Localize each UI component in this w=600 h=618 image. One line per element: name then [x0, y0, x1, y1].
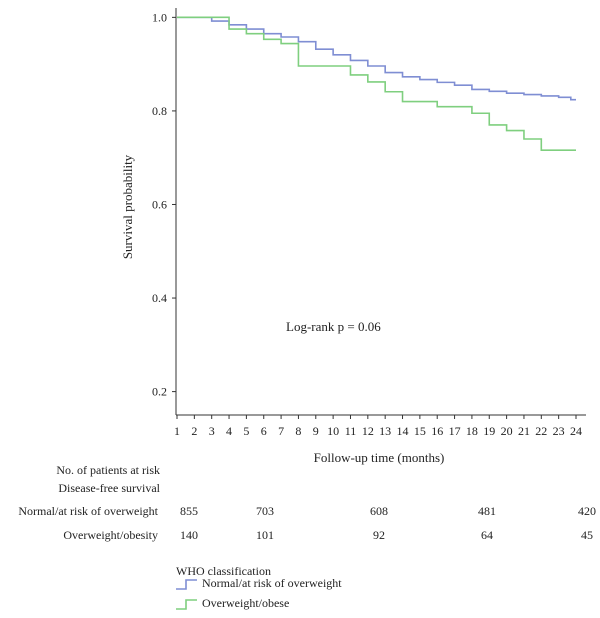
legend-title: WHO classification	[176, 564, 271, 578]
x-tick-label: 11	[345, 424, 357, 438]
risk-row-label: Overweight/obesity	[63, 528, 158, 542]
x-tick-label: 21	[518, 424, 530, 438]
y-tick-label: 1.0	[152, 10, 167, 24]
plot-axes: 0.20.40.60.81.01 2 3 4 5 6 7 8 9 10 11 12 13 14 15 16 17…	[152, 8, 586, 438]
x-tick-label: 14	[397, 424, 409, 438]
x-tick-label: 19	[483, 424, 495, 438]
risk-count: 45	[581, 528, 593, 542]
x-tick-label: 6	[261, 424, 267, 438]
y-tick-label: 0.6	[152, 197, 167, 211]
risk-table-subtitle: Disease-free survival	[58, 481, 160, 495]
legend-label: Normal/at risk of overweight	[202, 576, 342, 590]
risk-count: 64	[481, 528, 493, 542]
risk-row-label: Normal/at risk of overweight	[18, 504, 158, 518]
legend: WHO classification Normal/at risk of ove…	[176, 564, 342, 610]
risk-count: 92	[373, 528, 385, 542]
x-tick-label: 2	[191, 424, 197, 438]
survival-curve-2	[177, 16, 576, 152]
survival-curves	[177, 16, 576, 152]
x-tick-label: 16	[431, 424, 443, 438]
x-tick-label: 17	[449, 424, 461, 438]
x-tick-label: 10	[327, 424, 339, 438]
legend-swatch	[176, 579, 197, 590]
x-tick-label: 23	[553, 424, 565, 438]
risk-table: No. of patients at risk Disease-free sur…	[18, 463, 596, 542]
x-tick-label: 18	[466, 424, 478, 438]
x-tick-label: 24	[570, 424, 582, 438]
x-axis-label: Follow-up time (months)	[314, 450, 445, 465]
y-tick-label: 0.8	[152, 104, 167, 118]
risk-count: 855	[180, 504, 198, 518]
x-tick-label: 20	[501, 424, 513, 438]
risk-count: 481	[478, 504, 496, 518]
legend-label: Overweight/obese	[202, 596, 289, 610]
x-tick-label: 15	[414, 424, 426, 438]
x-tick-label: 22	[535, 424, 547, 438]
x-tick-label: 4	[226, 424, 232, 438]
y-tick-label: 0.2	[152, 385, 167, 399]
y-axis-label: Survival probability	[120, 154, 135, 259]
risk-count: 420	[578, 504, 596, 518]
x-tick-label: 7	[278, 424, 284, 438]
x-tick-label: 5	[243, 424, 249, 438]
risk-count: 608	[370, 504, 388, 518]
x-tick-label: 3	[209, 424, 215, 438]
x-tick-label: 13	[379, 424, 391, 438]
legend-swatch	[176, 599, 197, 610]
x-tick-label: 1	[174, 424, 180, 438]
risk-count: 101	[256, 528, 274, 542]
risk-table-title: No. of patients at risk	[56, 463, 160, 477]
risk-count: 140	[180, 528, 198, 542]
risk-count: 703	[256, 504, 274, 518]
x-tick-label: 12	[362, 424, 374, 438]
y-tick-label: 0.4	[152, 291, 167, 305]
log-rank-annotation: Log-rank p = 0.06	[286, 319, 381, 334]
x-tick-label: 9	[313, 424, 319, 438]
survival-curve-1	[177, 16, 576, 101]
x-tick-label: 8	[295, 424, 301, 438]
